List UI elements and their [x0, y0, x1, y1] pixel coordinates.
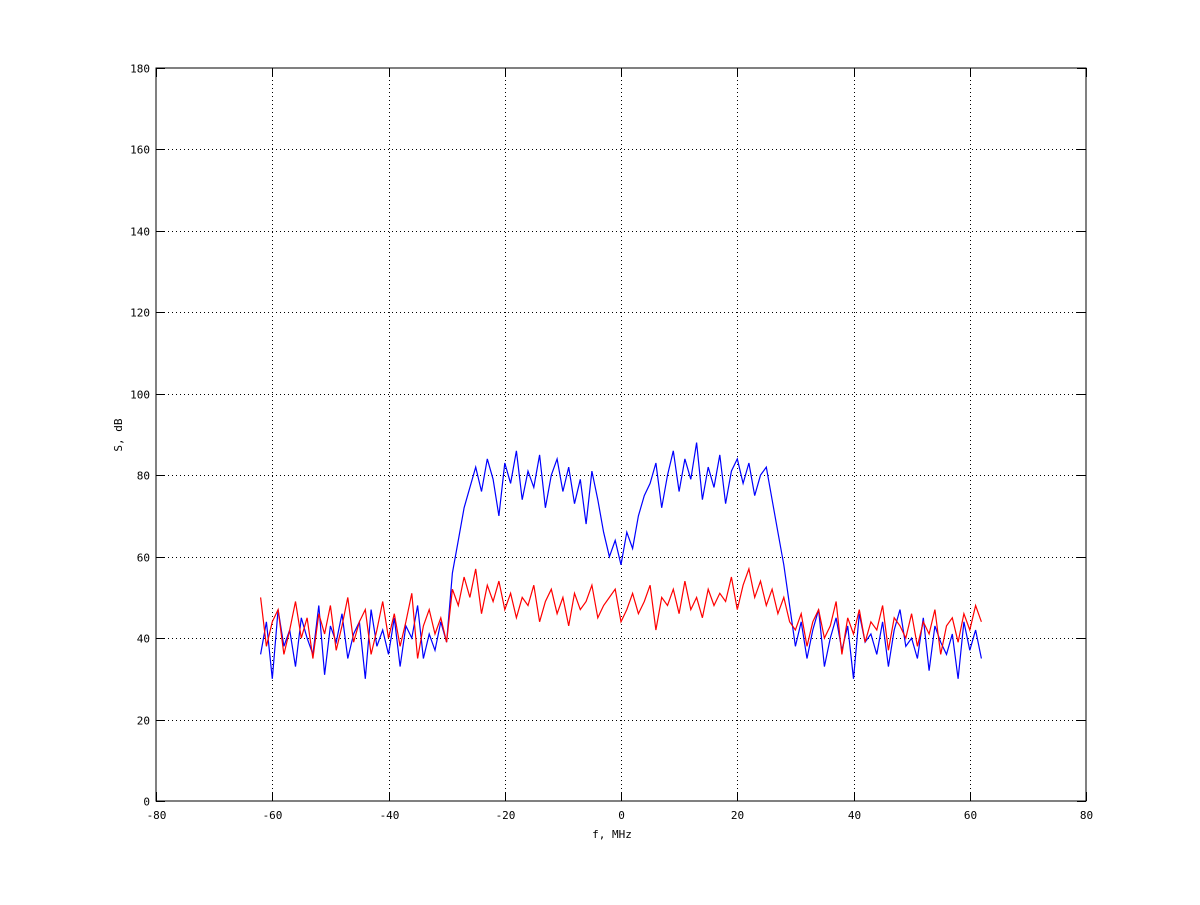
y-tick-label: 40	[137, 633, 150, 646]
x-tick-label: -20	[496, 809, 516, 822]
series-line-red	[260, 566, 982, 659]
y-tick-label: 180	[130, 63, 150, 76]
x-axis-label: f, MHz	[592, 828, 632, 841]
x-tick-label: 0	[618, 809, 625, 822]
y-tick-label: 80	[137, 470, 150, 483]
ticks: -80 -60 -40 -20 0 20 40 60 80 0 20 40 60 80 100 120 140 1…	[130, 63, 1093, 823]
x-tick-label: -60	[263, 809, 283, 822]
x-tick-label: 40	[848, 809, 861, 822]
x-tick-label: 80	[1080, 809, 1093, 822]
x-tick-label: 60	[964, 809, 977, 822]
y-tick-label: 160	[130, 144, 150, 157]
x-tick-label: 20	[731, 809, 744, 822]
series-group	[260, 442, 982, 679]
y-tick-label: 20	[137, 715, 150, 728]
y-axis-label: S, dB	[112, 418, 125, 451]
y-tick-label: 120	[130, 307, 150, 320]
y-tick-label: 100	[130, 389, 150, 402]
x-tick-label: -40	[380, 809, 400, 822]
grid	[156, 68, 1086, 801]
y-tick-label: 60	[137, 552, 150, 565]
y-tick-label: 0	[143, 796, 150, 809]
y-tick-label: 140	[130, 226, 150, 239]
x-tick-label: -80	[147, 809, 167, 822]
